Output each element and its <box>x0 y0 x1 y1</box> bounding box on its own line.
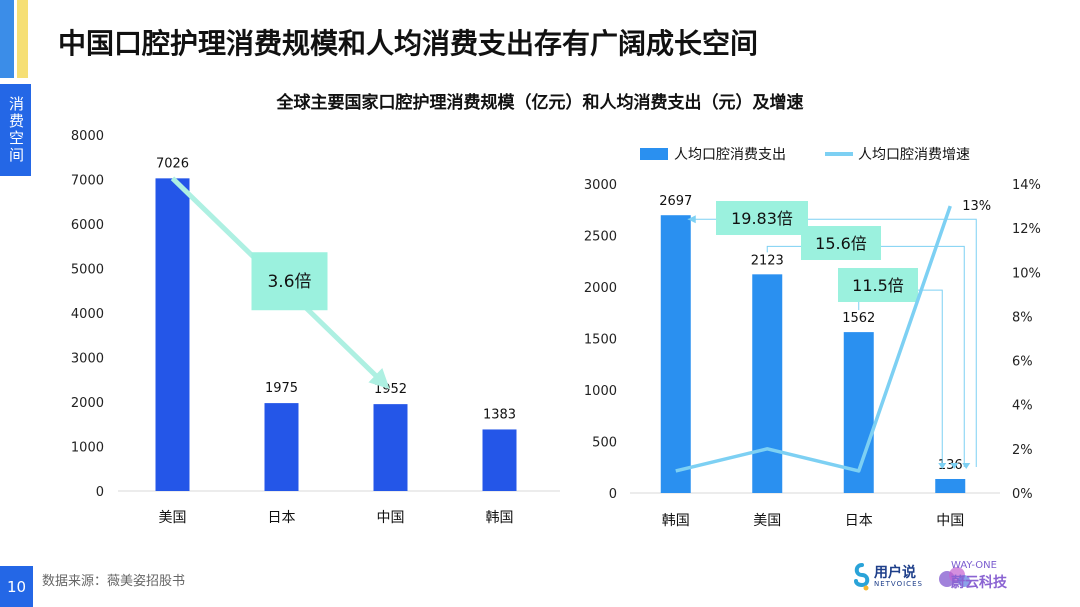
right-y-tick: 2000 <box>584 281 617 296</box>
left-y-tick: 5000 <box>71 263 104 278</box>
right-y2-tick: 8% <box>1012 310 1033 325</box>
netvoices-en: NETVOICES <box>874 580 923 588</box>
right-callout-text: 19.83倍 <box>731 209 793 228</box>
right-bar <box>660 215 691 494</box>
page-title: 中国口腔护理消费规模和人均消费支出存有广阔成长空间 <box>58 27 759 60</box>
left-bar <box>155 178 190 491</box>
left-x-tick: 美国 <box>159 510 187 526</box>
data-source: 数据来源：薇美姿招股书 <box>42 574 186 589</box>
right-y2-tick: 6% <box>1012 355 1033 370</box>
growth-line-label: 13% <box>962 199 991 214</box>
left-y-tick: 2000 <box>71 396 104 411</box>
right-bar-label: 136 <box>938 458 963 473</box>
left-bar-label: 7026 <box>156 156 189 171</box>
right-y2-tick: 10% <box>1012 266 1041 281</box>
wayone-en: WAY-ONE <box>951 560 997 571</box>
legend-bar-label: 人均口腔消费支出 <box>674 147 786 163</box>
left-y-tick: 8000 <box>71 129 104 144</box>
right-callout-box <box>716 201 808 235</box>
right-y2-tick: 12% <box>1012 222 1041 237</box>
wayone-logo: WAY-ONE 蔚云科技 <box>938 559 1060 595</box>
right-bar-label: 2697 <box>659 194 692 209</box>
header-accent-yellow <box>17 0 28 78</box>
left-y-tick: 0 <box>96 485 104 500</box>
page-number: 10 <box>0 566 33 607</box>
netvoices-mark-icon <box>854 563 870 591</box>
left-bar-label: 1952 <box>374 382 407 397</box>
wayone-mark-icon <box>939 567 970 587</box>
right-y-tick: 500 <box>592 436 617 451</box>
right-y-tick: 1500 <box>584 333 617 348</box>
growth-line <box>675 205 952 473</box>
left-y-tick: 6000 <box>71 218 104 233</box>
right-x-tick: 日本 <box>845 513 873 529</box>
right-bar <box>935 478 966 493</box>
left-x-tick: 韩国 <box>486 510 514 526</box>
left-y-tick: 1000 <box>71 441 104 456</box>
left-y-tick: 7000 <box>71 174 104 189</box>
netvoices-logo: 用户说 NETVOICES <box>853 561 929 593</box>
right-y-tick: 1000 <box>584 384 617 399</box>
left-y-tick: 3000 <box>71 352 104 367</box>
legend-line-label: 人均口腔消费增速 <box>858 147 970 163</box>
left-bar <box>482 429 517 491</box>
right-x-tick: 韩国 <box>662 513 690 529</box>
right-callout-text: 11.5倍 <box>852 276 904 295</box>
right-y2-tick: 0% <box>1012 487 1033 502</box>
connector-arrowhead <box>950 462 959 469</box>
right-combo-chart: 0 500 1000 1500 2000 2500 3000 0% 2% 4% 6% 8% 10% 12%… <box>584 147 1041 529</box>
right-callout-text: 15.6倍 <box>815 234 867 253</box>
connector-arrowhead <box>687 215 696 224</box>
left-bar-chart: 0 1000 2000 3000 4000 5000 6000 7000 8000 7026 美国 1… <box>71 129 560 526</box>
right-x-tick: 中国 <box>936 513 964 529</box>
connector-arrowhead <box>938 462 947 469</box>
left-y-tick: 4000 <box>71 307 104 322</box>
right-y2-tick: 4% <box>1012 399 1033 414</box>
left-callout-box <box>251 252 328 311</box>
right-y-tick: 3000 <box>584 178 617 193</box>
right-y2-tick: 14% <box>1012 178 1041 193</box>
left-x-tick: 中国 <box>377 510 405 526</box>
right-bar <box>752 274 783 493</box>
left-bar <box>264 403 299 491</box>
left-bar <box>373 404 408 491</box>
netvoices-cn: 用户说 <box>874 565 916 581</box>
left-callout-text: 3.6倍 <box>267 272 311 292</box>
left-x-tick: 日本 <box>268 510 296 526</box>
legend-bar-swatch <box>640 148 668 160</box>
section-tab: 消费空间 <box>0 84 31 176</box>
left-bar-label: 1975 <box>265 381 298 396</box>
right-callout-box <box>838 268 918 302</box>
header-accent-blue <box>0 0 14 78</box>
right-callout-box <box>801 226 881 260</box>
connector-arrowhead <box>962 462 971 469</box>
right-x-tick: 美国 <box>753 513 781 529</box>
chart-title: 全球主要国家口腔护理消费规模（亿元）和人均消费支出（元）及增速 <box>276 93 804 113</box>
right-bar-label: 1562 <box>842 311 875 326</box>
right-y2-tick: 2% <box>1012 443 1033 458</box>
left-bar-label: 1383 <box>483 407 516 422</box>
right-y-tick: 0 <box>609 487 617 502</box>
right-y-tick: 2500 <box>584 230 617 245</box>
right-bar-label: 2123 <box>751 253 784 268</box>
wayone-cn: 蔚云科技 <box>951 575 1007 591</box>
